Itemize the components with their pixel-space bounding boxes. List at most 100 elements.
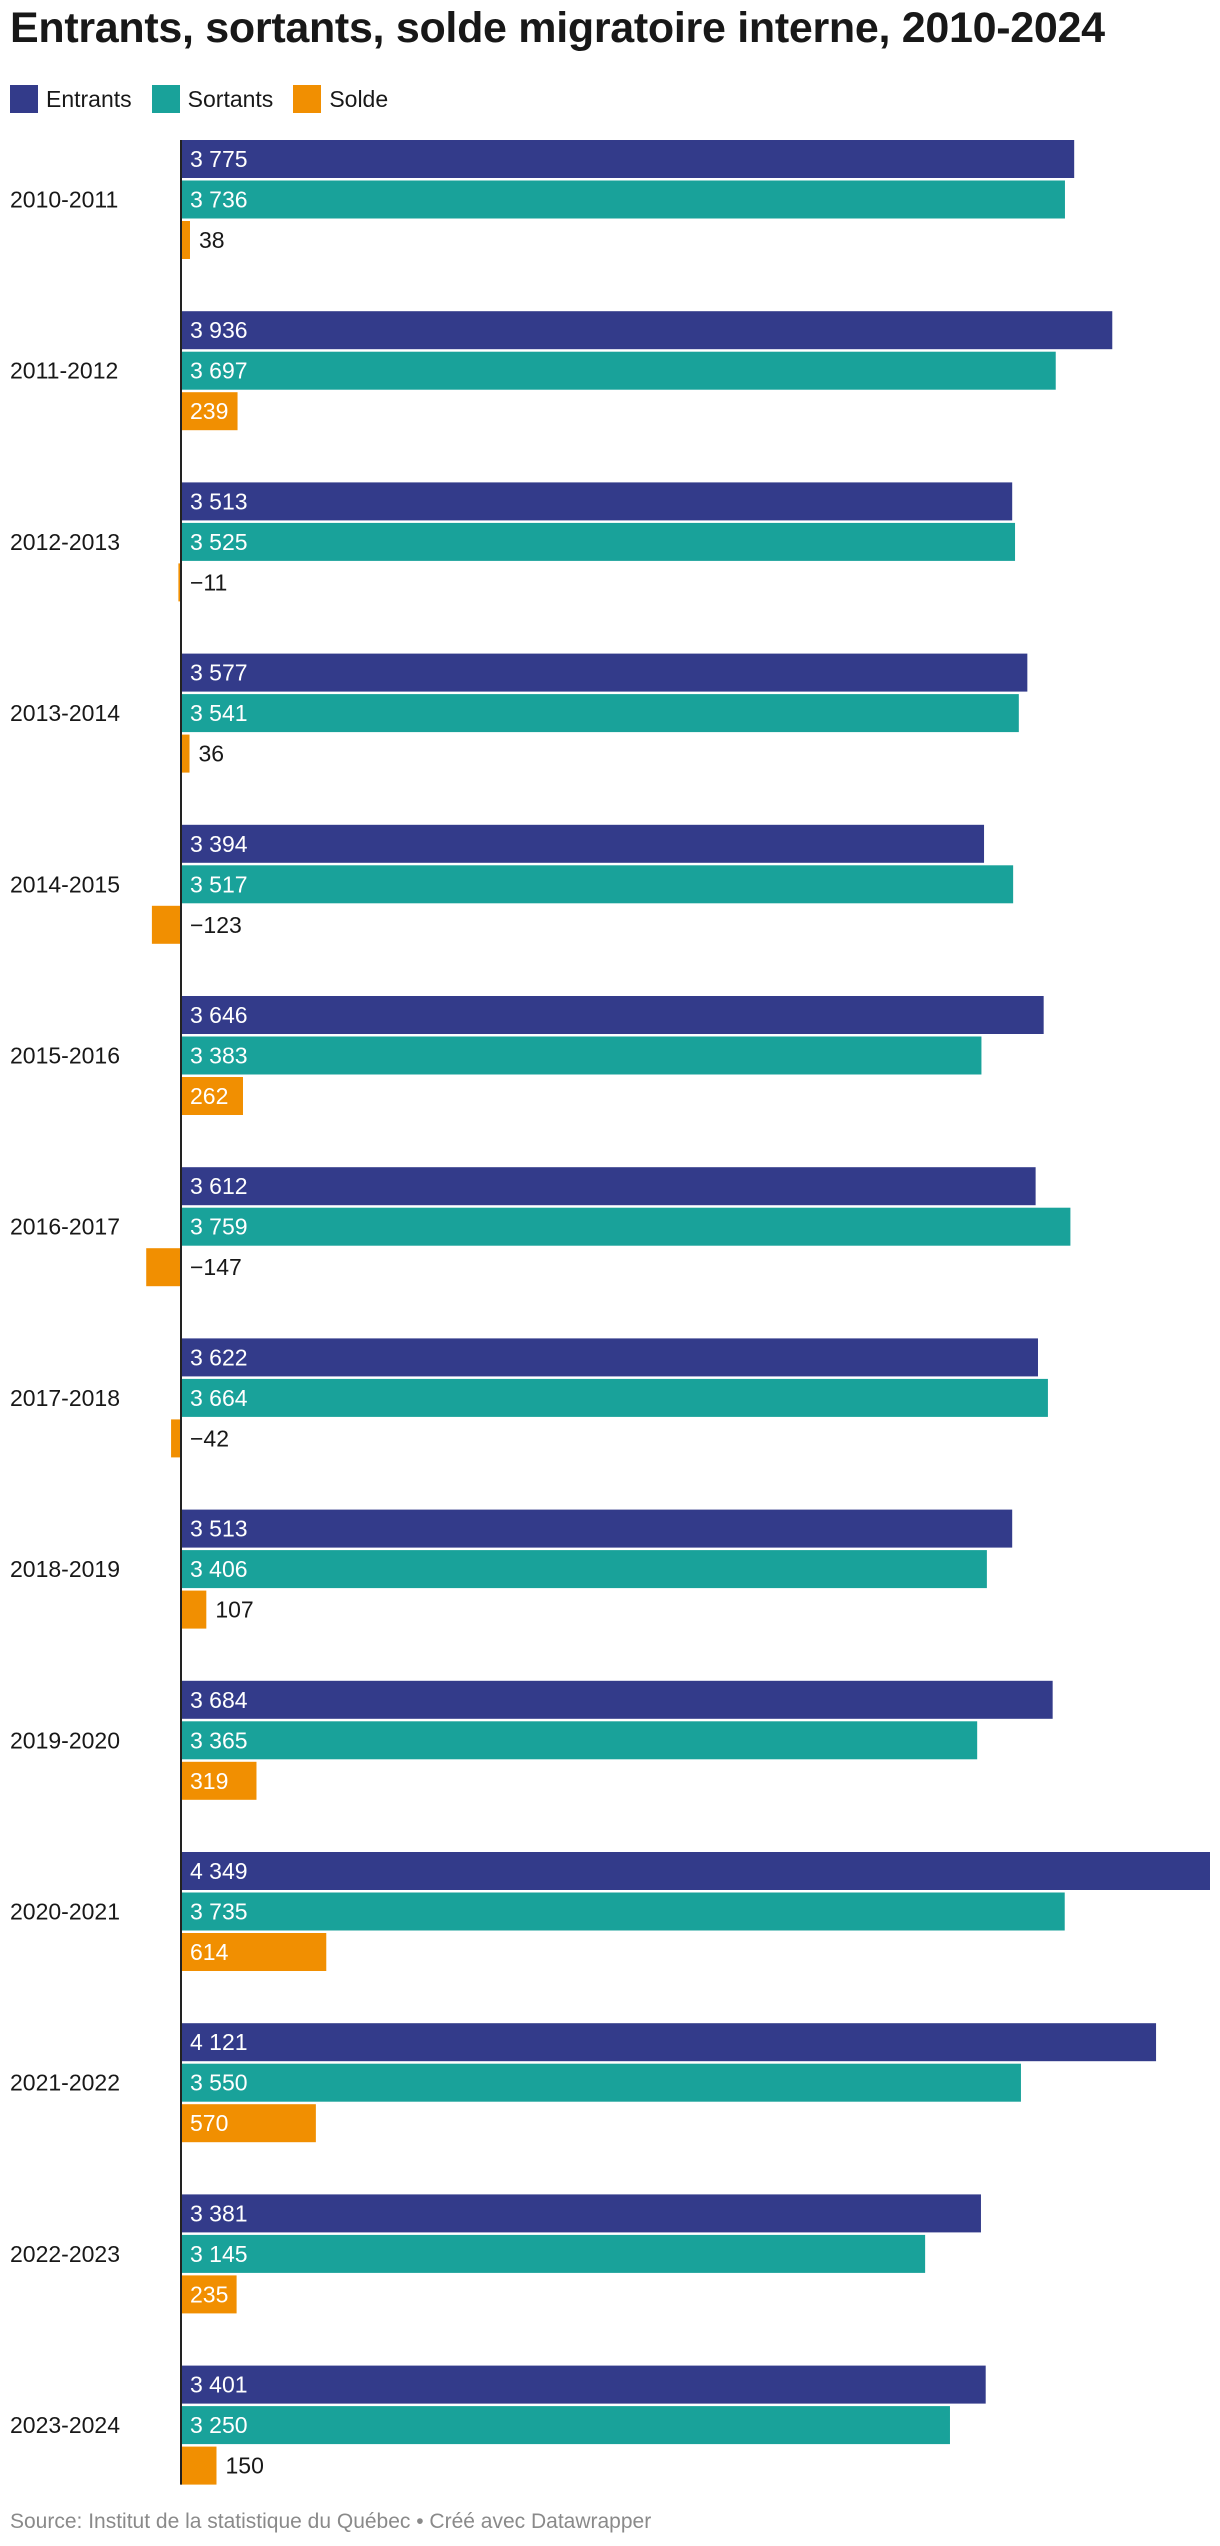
bar-solde	[181, 1590, 207, 1629]
category-label: 2019-2020	[10, 1727, 120, 1753]
bar-entrants	[181, 140, 1075, 178]
data-label-sortants: 3 697	[190, 358, 248, 384]
bar-sortants	[181, 1550, 987, 1589]
bar-solde	[181, 734, 190, 773]
bar-sortants	[181, 1378, 1048, 1417]
data-label-entrants: 3 513	[190, 1516, 248, 1542]
legend-item-solde: Solde	[293, 85, 388, 113]
legend-label: Solde	[329, 85, 389, 112]
bar-entrants	[181, 482, 1013, 521]
data-label-sortants: 3 735	[190, 1899, 248, 1925]
bar-sortants	[181, 2234, 926, 2273]
data-label-entrants: 3 936	[190, 317, 248, 343]
category-group: 2014-2015 3 394 3 517 −123	[10, 824, 1014, 944]
data-label-solde: −42	[190, 1425, 229, 1451]
data-label-sortants: 3 145	[190, 2241, 248, 2267]
data-label-solde: 262	[190, 1083, 228, 1109]
bar-sortants	[181, 2406, 950, 2445]
bar-solde	[181, 1761, 257, 1800]
bar-solde	[171, 1419, 181, 1458]
category-label: 2013-2014	[10, 700, 120, 726]
data-label-solde: 570	[190, 2110, 228, 2136]
category-group: 2018-2019 3 513 3 406 107	[10, 1509, 1013, 1629]
data-label-solde: 235	[190, 2281, 228, 2307]
data-label-entrants: 3 381	[190, 2200, 248, 2226]
bar-solde	[181, 2275, 237, 2314]
bar-sortants	[181, 180, 1065, 219]
bar-sortants	[181, 694, 1019, 733]
data-label-sortants: 3 517	[190, 871, 248, 897]
data-label-sortants: 3 664	[190, 1385, 248, 1411]
bar-sortants	[181, 1721, 978, 1760]
data-label-entrants: 3 612	[190, 1173, 248, 1199]
data-label-entrants: 4 349	[190, 1858, 248, 1884]
category-group: 2019-2020 3 684 3 365 319	[10, 1680, 1053, 1800]
data-label-sortants: 3 550	[190, 2070, 248, 2096]
legend-swatch	[151, 85, 180, 113]
data-label-solde: 239	[190, 398, 228, 424]
data-label-solde: 614	[190, 1939, 229, 1965]
data-label-solde: 36	[199, 741, 225, 767]
bar-solde	[181, 221, 190, 259]
data-label-entrants: 3 775	[190, 146, 248, 172]
category-group: 2012-2013 3 513 3 525 −11	[10, 482, 1016, 602]
bar-sortants	[181, 1892, 1065, 1931]
chart-title: Entrants, sortants, solde migratoire int…	[10, 4, 1105, 52]
data-label-entrants: 3 401	[190, 2372, 248, 2398]
bar-sortants	[181, 1036, 982, 1075]
category-group: 2011-2012 3 936 3 697 239	[10, 311, 1113, 431]
category-label: 2011-2012	[10, 358, 118, 384]
legend-swatch	[10, 85, 38, 113]
legend: Entrants Sortants Solde	[10, 84, 408, 114]
category-group: 2021-2022 4 121 3 550 570	[10, 2023, 1157, 2143]
bar-entrants	[181, 653, 1028, 692]
legend-item-entrants: Entrants	[10, 85, 132, 113]
category-label: 2018-2019	[10, 1556, 120, 1582]
bar-sortants	[181, 1207, 1071, 1246]
category-label: 2012-2013	[10, 529, 120, 555]
bar-entrants	[181, 1509, 1013, 1548]
bar-entrants	[181, 1338, 1038, 1377]
data-label-sortants: 3 383	[190, 1043, 248, 1069]
bar-entrants	[181, 2023, 1157, 2062]
bar-solde	[181, 1077, 243, 1115]
data-label-solde: 150	[225, 2453, 263, 2479]
bar-solde	[178, 563, 181, 602]
category-label: 2021-2022	[10, 2070, 120, 2096]
data-label-entrants: 4 121	[190, 2029, 248, 2055]
data-label-solde: 107	[215, 1597, 253, 1623]
data-label-entrants: 3 513	[190, 488, 248, 514]
bar-solde	[181, 392, 238, 431]
data-label-sortants: 3 525	[190, 529, 248, 555]
bar-sortants	[181, 865, 1014, 904]
category-label: 2010-2011	[10, 187, 118, 213]
category-group: 2010-2011 3 775 3 736 38	[10, 140, 1075, 259]
data-label-sortants: 3 736	[190, 187, 248, 213]
data-label-solde: 319	[190, 1768, 228, 1794]
data-label-solde: 38	[199, 227, 225, 253]
bar-entrants	[181, 2194, 981, 2233]
bar-solde	[181, 1933, 327, 1971]
bar-solde	[146, 1248, 181, 1287]
data-label-sortants: 3 406	[190, 1556, 248, 1582]
data-label-solde: −147	[190, 1254, 242, 1280]
category-label: 2022-2023	[10, 2241, 120, 2267]
legend-label: Entrants	[46, 85, 132, 112]
data-label-entrants: 3 394	[190, 831, 248, 857]
data-label-entrants: 3 622	[190, 1344, 248, 1370]
category-group: 2017-2018 3 622 3 664 −42	[10, 1338, 1048, 1458]
data-label-entrants: 3 684	[190, 1687, 248, 1713]
category-group: 2020-2021 4 349 3 735 614	[10, 1852, 1210, 1971]
category-label: 2015-2016	[10, 1043, 120, 1069]
category-label: 2023-2024	[10, 2412, 120, 2438]
category-group: 2013-2014 3 577 3 541 36	[10, 653, 1028, 773]
category-group: 2023-2024 3 401 3 250 150	[10, 2365, 986, 2485]
bar-sortants	[181, 351, 1056, 390]
data-label-sortants: 3 541	[190, 700, 248, 726]
category-label: 2020-2021	[10, 1899, 120, 1925]
bar-entrants	[181, 824, 985, 863]
data-label-entrants: 3 646	[190, 1002, 248, 1028]
data-label-sortants: 3 365	[190, 1727, 248, 1753]
category-group: 2022-2023 3 381 3 145 235	[10, 2194, 981, 2314]
